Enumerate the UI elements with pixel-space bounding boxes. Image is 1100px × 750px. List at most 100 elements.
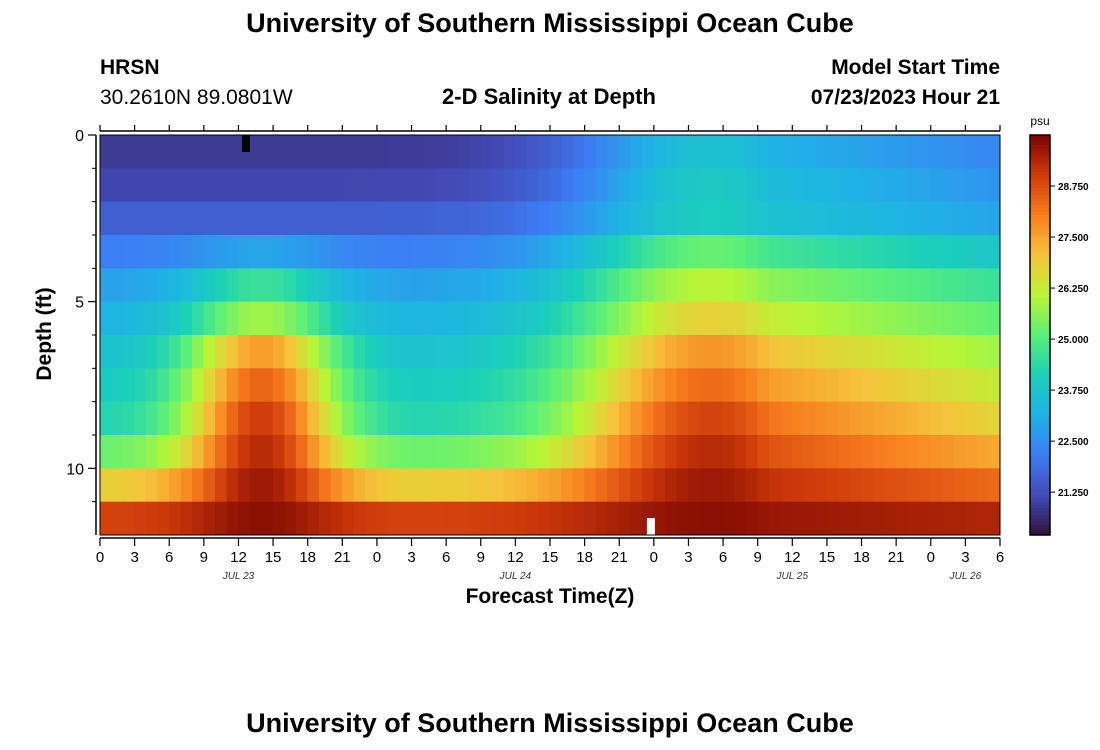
heatmap-cell	[780, 268, 793, 302]
colorbar-swatch	[1030, 221, 1050, 226]
heatmap-cell	[653, 201, 666, 236]
heatmap-cell	[572, 501, 585, 536]
heatmap-cell	[907, 435, 920, 469]
heatmap-cell	[492, 335, 505, 369]
heatmap-cell	[803, 335, 816, 369]
heatmap-cell	[503, 401, 516, 436]
heatmap-cell	[849, 268, 862, 302]
heatmap-cell	[584, 201, 597, 236]
heatmap-cell	[111, 401, 124, 436]
colorbar-swatch	[1030, 365, 1050, 369]
heatmap-cell	[526, 301, 539, 336]
heatmap-cell	[480, 301, 493, 336]
heatmap-cell	[907, 501, 920, 536]
colorbar-swatch	[1030, 205, 1050, 209]
colorbar-swatch	[1030, 438, 1050, 443]
heatmap-cell	[942, 468, 955, 502]
heatmap-cell	[803, 435, 816, 469]
heatmap-cell	[699, 135, 712, 169]
colorbar-tick-label: 28.750	[1058, 182, 1089, 193]
plot-frame	[99, 134, 1001, 536]
heatmap-cell	[918, 201, 932, 236]
heatmap-cell	[99, 135, 112, 169]
heatmap-cell	[561, 335, 574, 369]
heatmap-cell	[111, 435, 124, 469]
heatmap-cell	[768, 135, 782, 169]
bottom-marker	[646, 518, 655, 535]
heatmap-cell	[676, 435, 689, 469]
heatmap-cell	[388, 268, 401, 302]
heatmap-cell	[930, 401, 943, 436]
heatmap-cell	[815, 501, 828, 536]
colorbar-swatch	[1030, 368, 1050, 373]
heatmap-cell	[953, 268, 966, 302]
heatmap-cell	[457, 501, 470, 536]
heatmap-cell	[618, 201, 632, 236]
heatmap-cell	[815, 335, 828, 369]
heatmap-cell	[907, 268, 920, 302]
heatmap-cell	[238, 435, 251, 469]
heatmap-cell	[722, 335, 735, 369]
colorbar-swatch	[1030, 298, 1050, 303]
heatmap-cell	[722, 235, 735, 269]
heatmap-cell	[722, 201, 735, 236]
heatmap-cell	[699, 168, 712, 202]
heatmap-cell	[203, 301, 216, 336]
heatmap-cell	[434, 335, 447, 369]
heatmap-cell	[861, 268, 874, 302]
colorbar-swatch	[1030, 388, 1050, 393]
heatmap-cell	[399, 235, 412, 269]
heatmap-cell	[249, 168, 262, 202]
heatmap-cell	[261, 268, 274, 302]
heatmap-cell	[988, 201, 1001, 236]
heatmap-cell	[503, 501, 516, 536]
heatmap-cells	[99, 135, 1001, 536]
heatmap-cell	[203, 368, 216, 402]
heatmap-cell	[826, 368, 839, 402]
heatmap-cell	[399, 135, 412, 169]
heatmap-cell	[515, 201, 528, 236]
colorbar-swatch	[1030, 418, 1050, 423]
heatmap-cell	[838, 235, 851, 269]
heatmap-cell	[215, 235, 228, 269]
heatmap-cell	[457, 468, 470, 502]
heatmap-cell	[492, 435, 505, 469]
heatmap-cell	[942, 301, 955, 336]
heatmap-cell	[342, 235, 355, 269]
heatmap-cell	[907, 368, 920, 402]
heatmap-cell	[307, 368, 320, 402]
heatmap-cell	[688, 335, 701, 369]
heatmap-cell	[353, 135, 366, 169]
heatmap-cell	[861, 368, 874, 402]
heatmap-cell	[618, 501, 632, 536]
heatmap-cell	[342, 401, 355, 436]
heatmap-cell	[665, 401, 678, 436]
heatmap-cell	[884, 368, 897, 402]
footer-title: University of Southern Mississippi Ocean…	[246, 708, 854, 738]
heatmap-cell	[826, 435, 839, 469]
heatmap-cell	[688, 168, 701, 202]
heatmap-cell	[342, 135, 355, 169]
heatmap-cell	[203, 468, 216, 502]
model-start-label: Model Start Time	[831, 56, 1000, 79]
heatmap-cell	[492, 401, 505, 436]
heatmap-cell	[965, 201, 978, 236]
heatmap-cell	[849, 335, 862, 369]
heatmap-cell	[653, 435, 666, 469]
heatmap-cell	[168, 368, 182, 402]
colorbar-swatch	[1030, 335, 1050, 339]
heatmap-cell	[918, 268, 932, 302]
heatmap-cell	[503, 201, 516, 236]
heatmap-cell	[365, 168, 378, 202]
heatmap-cell	[826, 468, 839, 502]
heatmap-cell	[515, 435, 528, 469]
heatmap-cell	[607, 268, 620, 302]
heatmap-cell	[895, 268, 908, 302]
heatmap-cell	[618, 135, 632, 169]
colorbar-swatch	[1030, 465, 1050, 469]
heatmap-cell	[572, 135, 585, 169]
heatmap-cell	[722, 468, 735, 502]
heatmap-cell	[630, 168, 643, 202]
heatmap-cell	[284, 301, 297, 336]
heatmap-cell	[942, 201, 955, 236]
